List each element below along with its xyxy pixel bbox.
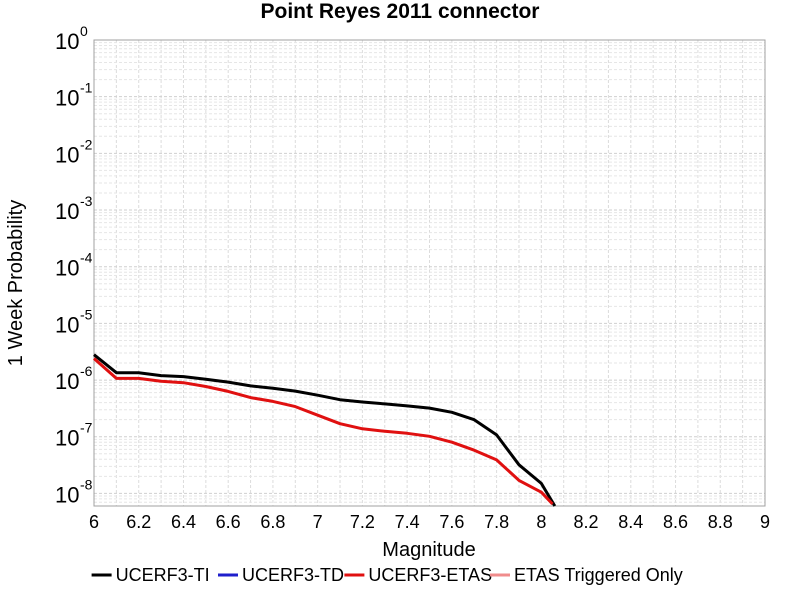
x-tick-label: 8.2 xyxy=(574,512,599,532)
x-tick-label: 6.4 xyxy=(171,512,196,532)
x-tick-label: 8.4 xyxy=(618,512,643,532)
y-tick-label: 10 xyxy=(55,369,79,394)
y-tick-label: 10 xyxy=(55,199,79,224)
x-tick-label: 8 xyxy=(536,512,546,532)
series-line-2 xyxy=(93,357,554,506)
series-layer xyxy=(93,353,557,507)
legend: UCERF3-TI UCERF3-TD UCERF3-ETAS ETAS Trigge… xyxy=(91,565,683,585)
legend-label-0: UCERF3-TI xyxy=(116,565,210,585)
y-tick-label: 10 xyxy=(55,426,79,451)
x-axis-label: Magnitude xyxy=(382,539,475,561)
y-tick-exponent: -7 xyxy=(80,420,93,436)
legend-label-2: UCERF3-ETAS xyxy=(368,565,492,585)
y-tick-exponent: -1 xyxy=(80,80,93,96)
plot-frame xyxy=(93,39,766,507)
y-tick-exponent: -6 xyxy=(80,363,93,379)
y-tick-label: 10 xyxy=(55,29,79,54)
x-tick-label: 7.4 xyxy=(395,512,420,532)
y-tick-exponent: -8 xyxy=(80,476,93,492)
y-tick-label: 10 xyxy=(55,482,79,507)
y-tick-exponent: -4 xyxy=(80,250,93,266)
y-tick-label: 10 xyxy=(55,256,79,281)
y-tick-exponent: -2 xyxy=(80,136,93,152)
x-tick-label: 6.8 xyxy=(260,512,285,532)
x-tick-label: 6.6 xyxy=(216,512,241,532)
x-tick-label: 6 xyxy=(89,512,99,532)
y-tick-exponent: 0 xyxy=(80,23,88,39)
x-tick-label: 7 xyxy=(313,512,323,532)
x-tick-label: 6.2 xyxy=(126,512,151,532)
y-tick-label: 10 xyxy=(55,142,79,167)
x-tick-label: 9 xyxy=(760,512,770,532)
y-tick-exponent: -3 xyxy=(80,193,93,209)
chart-title: Point Reyes 2011 connector xyxy=(261,0,540,23)
x-tick-label: 8.8 xyxy=(708,512,733,532)
y-tick-label: 10 xyxy=(55,312,79,337)
x-tick-label: 8.6 xyxy=(663,512,688,532)
x-tick-label: 7.8 xyxy=(484,512,509,532)
x-tick-label: 7.2 xyxy=(350,512,375,532)
y-tick-label: 10 xyxy=(55,86,79,111)
series-line-0 xyxy=(93,353,557,507)
x-tick-label: 7.6 xyxy=(439,512,464,532)
y-tick-exponent: -5 xyxy=(80,306,93,322)
x-axis-ticks: 6 6.2 6.4 6.6 6.8 7 7.2 7.4 7.6 7.8 8 8.2 8.4 8.6 8.8 9 xyxy=(89,512,770,532)
y-axis-label: 1 Week Probability xyxy=(5,200,27,366)
legend-label-3: ETAS Triggered Only xyxy=(514,565,683,585)
legend-label-1: UCERF3-TD xyxy=(242,565,344,585)
